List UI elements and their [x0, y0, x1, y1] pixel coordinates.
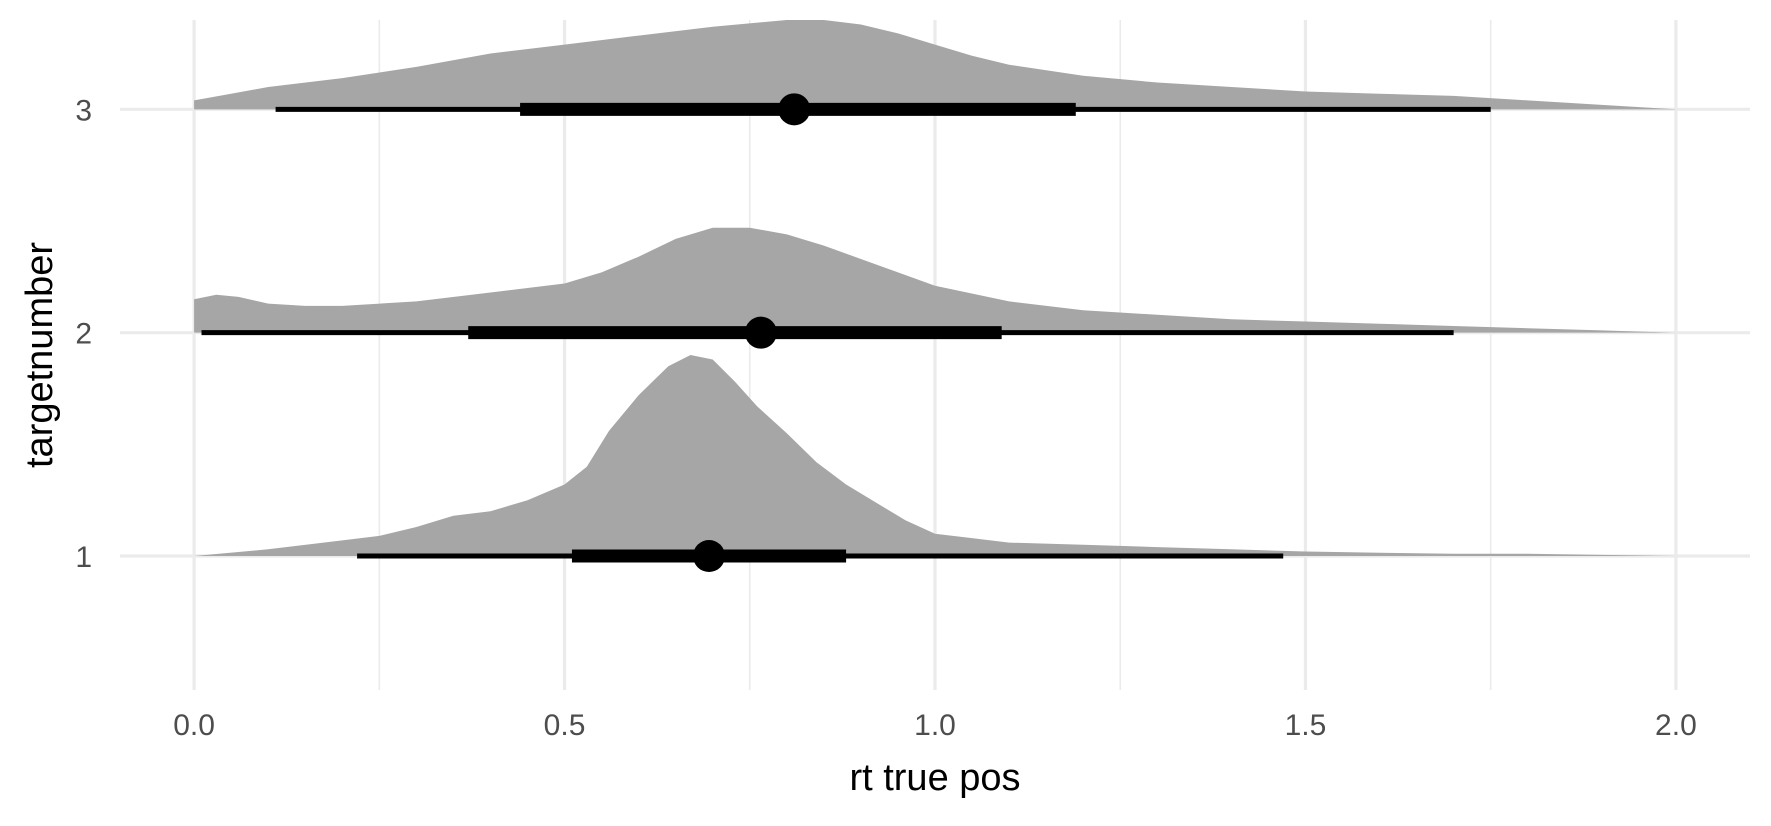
y-tick-label: 2	[75, 318, 92, 351]
y-axis-title: targetnumber	[19, 242, 61, 468]
grid	[120, 20, 1750, 690]
point-estimate-1	[693, 540, 726, 572]
x-tick-label: 0.5	[544, 709, 586, 742]
density-slab-1	[194, 355, 1676, 556]
point-estimate-2	[744, 316, 777, 349]
density-layer	[194, 20, 1676, 556]
density-slab-3	[194, 20, 1676, 110]
point-estimate-3	[778, 93, 811, 126]
x-tick-label: 0.0	[173, 709, 215, 742]
y-tick-label: 3	[75, 94, 92, 127]
density-slab-2	[194, 227, 1676, 333]
x-tick-label: 1.0	[914, 709, 956, 742]
interval-layer	[201, 93, 1491, 572]
x-axis-title: rt true pos	[849, 757, 1020, 799]
tick-labels: 0.0 0.5 1.0 1.5 2.0 1 2 3	[75, 94, 1696, 742]
y-tick-label: 1	[75, 541, 92, 574]
x-tick-label: 2.0	[1655, 709, 1697, 742]
x-tick-label: 1.5	[1285, 709, 1327, 742]
